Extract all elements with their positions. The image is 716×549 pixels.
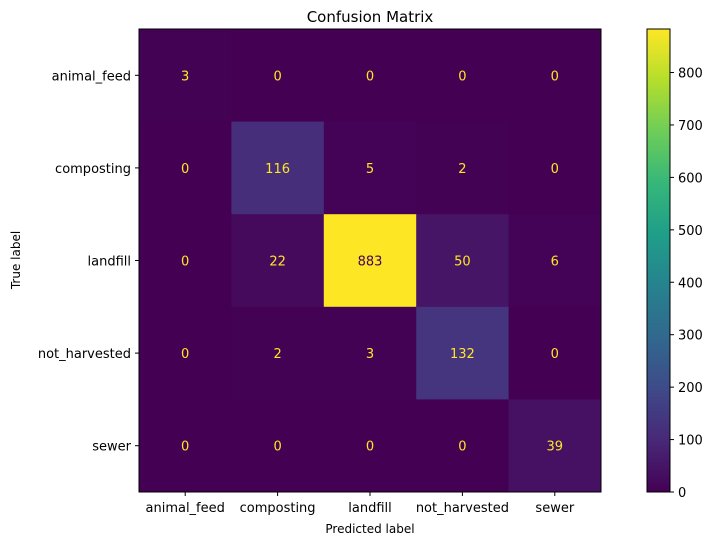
matrix-cell	[508, 214, 602, 308]
x-axis-ticks: animal_feed composting landfill not_harvest…	[146, 492, 575, 516]
matrix-cell	[508, 121, 602, 215]
matrix-cell	[508, 29, 602, 123]
colorbar-tick-label: 300	[678, 329, 703, 344]
matrix-cell	[323, 121, 417, 215]
matrix-cell	[416, 399, 510, 493]
cell-value-label: 39	[547, 440, 564, 455]
colorbar-tick-label: 800	[678, 67, 703, 82]
matrix-cell	[416, 29, 510, 123]
x-tick-label: animal_feed	[146, 501, 225, 516]
matrix-cell	[416, 214, 510, 308]
cell-value-label: 3	[366, 347, 374, 362]
matrix-cell	[231, 214, 325, 308]
cell-value-label: 0	[551, 347, 559, 362]
y-tick-label: animal_feed	[52, 69, 131, 84]
matrix-cells	[139, 29, 602, 493]
cell-value-label: 0	[273, 440, 281, 455]
cell-value-label: 0	[273, 69, 281, 84]
x-tick-label: not_harvested	[416, 501, 509, 516]
y-tick-label: composting	[55, 162, 131, 177]
matrix-cell	[231, 29, 325, 123]
matrix-cell	[139, 399, 232, 493]
colorbar-tick-label: 400	[678, 276, 703, 291]
colorbar-tick-label: 100	[678, 434, 703, 449]
matrix-cell	[139, 29, 232, 123]
cell-value-label: 0	[366, 440, 374, 455]
cell-value-label: 883	[358, 255, 383, 270]
colorbar-tick-label: 0	[678, 486, 686, 501]
cell-value-label: 3	[181, 69, 189, 84]
x-tick-label: composting	[240, 501, 316, 516]
matrix-cell	[231, 306, 325, 400]
matrix-cell	[139, 306, 232, 400]
matrix-cell	[508, 399, 602, 493]
colorbar-tick-label: 600	[678, 171, 703, 186]
cell-value-label: 0	[181, 347, 189, 362]
x-tick-label: sewer	[535, 501, 574, 516]
y-axis-label: True label	[9, 231, 23, 290]
matrix-cell	[323, 29, 417, 123]
colorbar-tick-label: 700	[678, 119, 703, 134]
y-axis-ticks: animal_feed composting landfill not_harvest…	[38, 69, 139, 455]
matrix-cell	[323, 306, 417, 400]
cell-value-label: 0	[551, 69, 559, 84]
matrix-cell	[139, 121, 232, 215]
colorbar-tick-label: 500	[678, 224, 703, 239]
cell-value-label: 2	[458, 162, 466, 177]
cell-value-label: 0	[366, 69, 374, 84]
cell-value-label: 0	[181, 440, 189, 455]
matrix-cell	[139, 214, 232, 308]
cell-value-label: 0	[551, 162, 559, 177]
matrix-cell	[231, 121, 325, 215]
cell-value-label: 6	[551, 255, 559, 270]
matrix-cell	[416, 121, 510, 215]
cell-value-label: 0	[181, 255, 189, 270]
colorbar-ticks: 0 100 200 300 400 500 600 700 800	[670, 67, 703, 501]
matrix-cell	[231, 399, 325, 493]
matrix-annotations: 3 0 0 0 0 0 116 5 2 0 0 22 883 50 6 0 2 3 132 0 0 0 0 0 39	[181, 69, 563, 454]
cell-value-label: 50	[454, 255, 471, 270]
cell-value-label: 0	[181, 162, 189, 177]
cell-value-label: 22	[269, 255, 286, 270]
cell-value-label: 132	[450, 347, 475, 362]
matrix-cell	[323, 399, 417, 493]
y-tick-label: not_harvested	[38, 347, 131, 362]
matrix-cell	[323, 214, 417, 308]
y-tick-label: sewer	[92, 440, 131, 455]
matrix-cell	[508, 306, 602, 400]
y-tick-label: landfill	[88, 255, 131, 270]
cell-value-label: 0	[458, 440, 466, 455]
colorbar-tick-label: 200	[678, 381, 703, 396]
cell-value-label: 0	[458, 69, 466, 84]
cell-value-label: 5	[366, 162, 374, 177]
matrix-cell	[416, 306, 510, 400]
x-axis-label: Predicted label	[325, 522, 414, 536]
cell-value-label: 2	[273, 347, 281, 362]
cell-value-label: 116	[265, 162, 290, 177]
colorbar	[646, 28, 671, 493]
x-tick-label: landfill	[348, 501, 391, 516]
chart-title: Confusion Matrix	[307, 8, 434, 26]
